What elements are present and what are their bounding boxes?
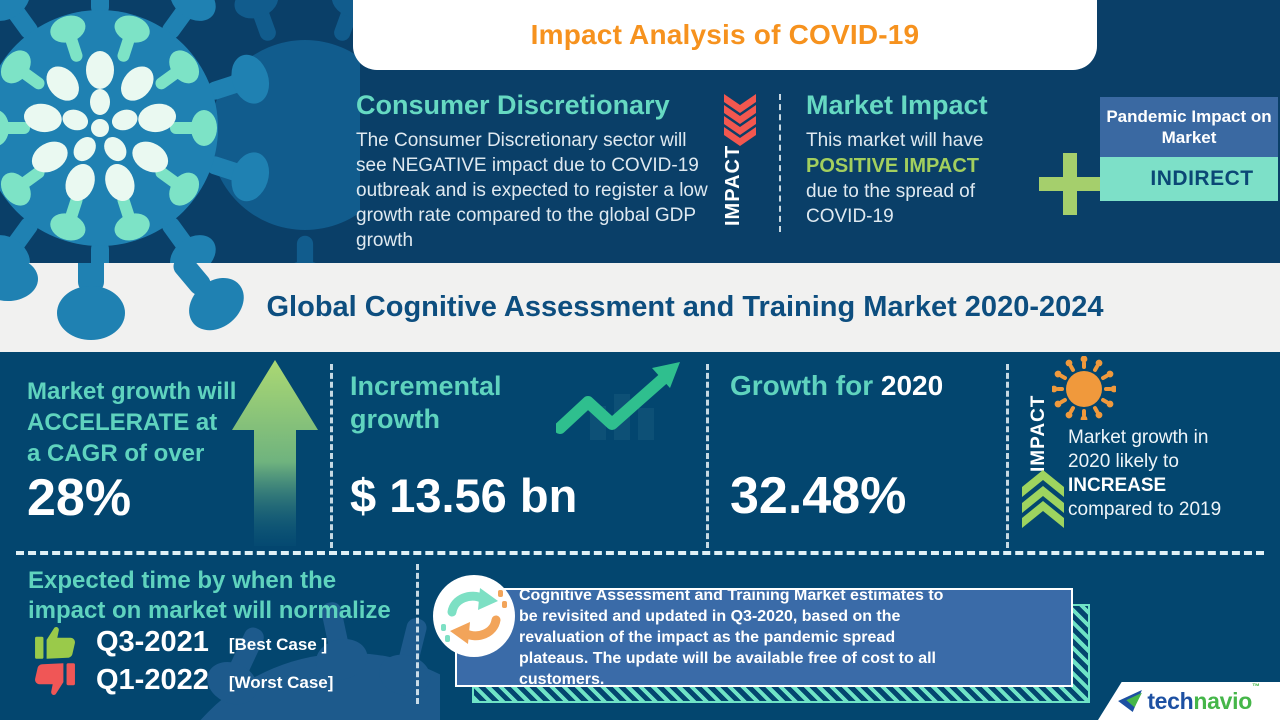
top-divider [779,94,781,232]
consumer-discretionary-body: The Consumer Discretionary sector will s… [356,130,708,251]
worst-case-value: Q1-2022 [96,663,209,696]
refresh-icon [433,575,515,657]
best-case-label: [Best Case ] [228,635,328,654]
technavio-arrow-icon [1118,690,1143,712]
thumbs-up-icon [35,626,75,659]
market-title-band: Global Cognitive Assessment and Training… [0,263,1280,352]
horizontal-separator [16,551,1264,555]
growth-2020-year: 2020 [880,370,944,401]
market-title: Global Cognitive Assessment and Training… [266,291,1104,323]
impact-2020-text: Market growth in 2020 likely to INCREASE… [1068,426,1250,522]
pandemic-impact-box: Pandemic Impact on Market INDIRECT [1100,97,1278,201]
chevron-up-icon [1022,470,1064,528]
consumer-discretionary-heading: Consumer Discretionary [356,90,670,120]
page-title: Impact Analysis of COVID-19 [530,19,920,50]
chevron-down-icon [724,94,756,146]
pandemic-impact-title: Pandemic Impact on Market [1100,97,1278,157]
logo-navio: navio [1193,687,1252,714]
growth-2020-label: Growth for [730,370,874,401]
coronavirus-illustration-icon [0,0,360,263]
main-title-banner: Impact Analysis of COVID-19 [353,0,1097,70]
worst-case-row: Q1-2022 [Worst Case] [34,662,333,698]
growth-2020-heading: Growth for 2020 [730,370,943,402]
best-case-row: Q3-2021 [Best Case ] [34,624,327,660]
incremental-line1: Incremental [350,371,502,401]
cagr-line1: Market growth will [27,378,237,405]
top-section: Impact Analysis of COVID-19 Consumer Dis… [0,0,1280,263]
thumbs-down-icon [35,663,75,696]
update-note-box: Cognitive Assessment and Training Market… [455,587,1073,688]
logo-trademark: ™ [1251,681,1260,691]
virus-spikes-decoration-icon [0,263,244,340]
cagr-line3: a CAGR of over [27,440,205,467]
market-impact-highlight: POSITIVE IMPACT [806,155,979,177]
impact-vertical-label: IMPACT [722,144,744,226]
virus-icon [1052,356,1116,420]
stats-divider-2 [706,364,709,548]
pandemic-impact-value: INDIRECT [1100,157,1278,201]
impact-2020-increase: INCREASE [1068,475,1167,496]
cagr-text: Market growth will ACCELERATE at a CAGR … [27,376,236,469]
stats-band: Market growth will ACCELERATE at a CAGR … [0,352,1280,554]
impact-vertical-label-2: IMPACT [1028,394,1049,472]
market-impact-block: Market Impact This market will have POSI… [806,90,1031,229]
worst-case-label: [Worst Case] [228,673,334,692]
incremental-line2: growth [350,404,440,434]
bottom-section: Expected time by when the impact on mark… [0,551,1280,720]
plus-icon [1039,153,1101,215]
growth-2020-value: 32.48% [730,467,907,525]
logo-tech: tech [1147,687,1194,714]
incremental-growth-value: $ 13.56 bn [350,469,578,522]
market-impact-line1: This market will have [806,130,984,151]
consumer-discretionary-block: Consumer Discretionary The Consumer Disc… [356,90,718,253]
stats-divider-1 [330,364,333,548]
normalize-line1: Expected time by when the [28,567,337,594]
market-impact-line2: due to the spread of [806,181,976,202]
market-impact-heading: Market Impact [806,90,988,120]
technavio-wordmark: technavio™ [1147,682,1260,715]
trend-up-chart-icon [556,362,680,440]
up-arrow-icon [232,360,318,546]
update-note-text: Cognitive Assessment and Training Market… [519,587,944,688]
technavio-logo: technavio™ [1098,682,1280,720]
normalize-heading: Expected time by when the impact on mark… [28,566,391,626]
market-impact-line3: COVID-19 [806,206,894,227]
cagr-value: 28% [27,469,132,527]
cagr-line2: ACCELERATE at [27,409,218,436]
incremental-growth-heading: Incremental growth [350,370,502,436]
normalize-line2: impact on market will normalize [28,597,391,624]
impact-2020-after: compared to 2019 [1068,499,1222,520]
bottom-divider [416,564,419,704]
best-case-value: Q3-2021 [96,625,209,658]
stats-divider-3 [1006,364,1009,548]
impact-2020-before: Market growth in 2020 likely to [1068,427,1209,472]
